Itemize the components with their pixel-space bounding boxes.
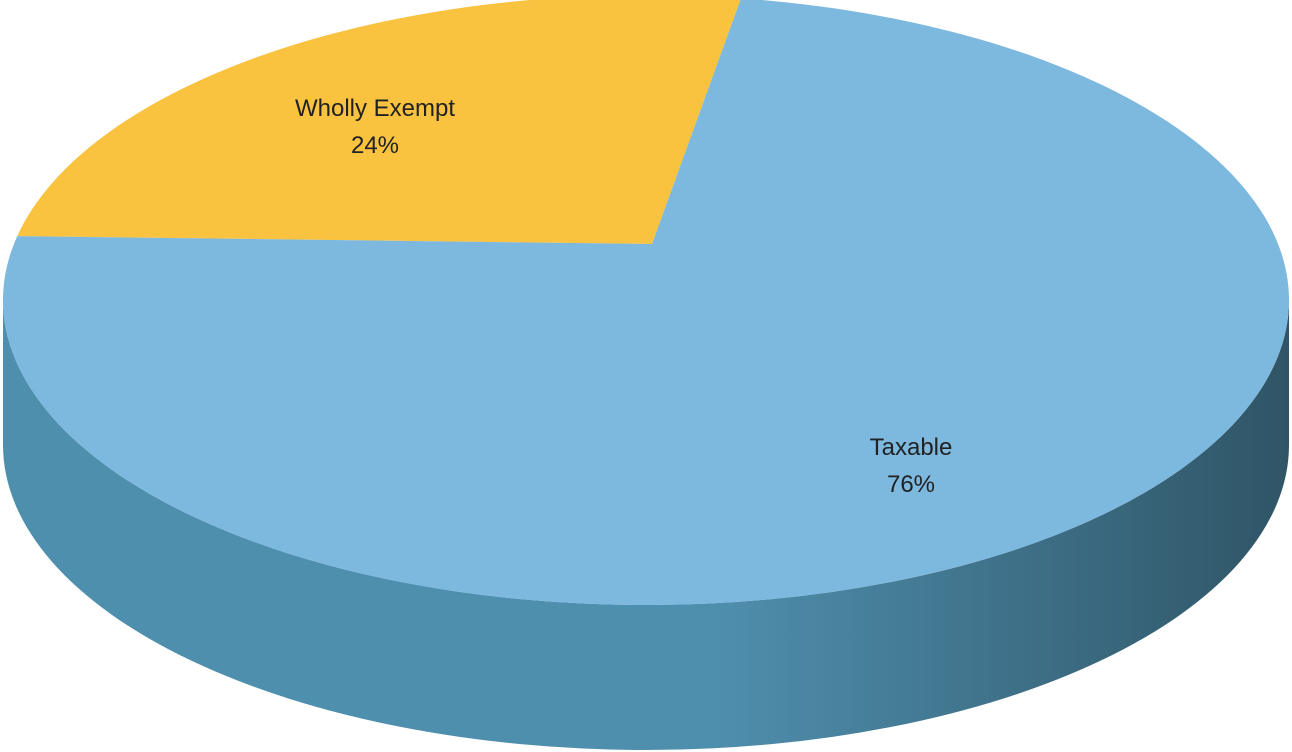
pie-side-wall-shape [3, 300, 1289, 750]
pie-side-wall [3, 300, 1289, 750]
pie-slice-wholly-exempt [17, 0, 741, 244]
slice-name-label: Wholly Exempt [295, 95, 455, 122]
pie-slice-taxable [3, 0, 1289, 605]
pie-top-face [3, 0, 1289, 605]
pie-labels: Wholly Exempt 24% Taxable 76% [295, 95, 952, 498]
slice-value-label: 24% [351, 132, 399, 159]
slice-name-label: Taxable [870, 434, 953, 461]
slice-value-label: 76% [887, 471, 935, 498]
